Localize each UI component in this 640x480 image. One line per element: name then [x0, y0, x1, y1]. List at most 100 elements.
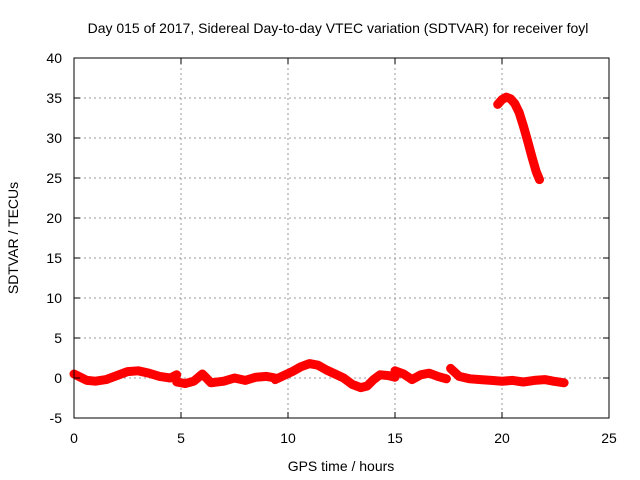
data-point [288, 367, 297, 376]
data-point [356, 383, 365, 392]
data-point [506, 94, 515, 103]
series-markers-1 [172, 370, 280, 388]
data-point [112, 371, 121, 380]
data-point [519, 122, 528, 130]
data-point [425, 369, 434, 378]
series-markers-4 [446, 364, 569, 387]
data-point [82, 376, 91, 385]
data-point [134, 366, 143, 375]
data-point [172, 378, 181, 386]
x-tick-label: 5 [177, 430, 185, 446]
data-point [305, 359, 314, 368]
data-point [91, 377, 100, 386]
data-point [510, 99, 519, 108]
series-markers-0 [70, 366, 181, 386]
data-point [279, 371, 288, 380]
data-point [172, 370, 181, 379]
data-point [206, 378, 215, 387]
y-tick-label: 15 [46, 250, 62, 266]
data-point [322, 366, 331, 374]
data-point [251, 373, 260, 382]
data-point [530, 376, 539, 385]
y-tick-label: 30 [46, 130, 62, 146]
x-tick-label: 15 [387, 430, 403, 446]
data-point [166, 374, 175, 382]
y-tick-label: 40 [46, 50, 62, 66]
data-point [230, 374, 239, 382]
data-point [408, 375, 417, 384]
y-tick-label: 25 [46, 170, 62, 186]
series-markers-3 [391, 366, 451, 384]
data-point [102, 375, 111, 384]
x-tick-label: 25 [601, 430, 617, 446]
data-point [399, 370, 408, 378]
data-point [369, 375, 378, 384]
series-markers-2 [271, 359, 399, 392]
y-tick-label: 20 [46, 210, 62, 226]
data-point [540, 375, 549, 384]
data-point [76, 373, 85, 382]
data-point [527, 153, 536, 162]
data-point [532, 167, 541, 176]
data-point [519, 378, 528, 386]
data-point [416, 370, 425, 379]
x-axis-label: GPS time / hours [288, 458, 395, 474]
data-point [198, 370, 207, 378]
data-point [219, 377, 228, 386]
data-point [241, 376, 250, 385]
data-point [348, 380, 357, 389]
y-axis: -5 0 5 10 15 20 25 30 35 40 [46, 50, 609, 426]
grid-lines [74, 58, 609, 418]
data-point [144, 369, 153, 378]
x-tick-label: 20 [494, 430, 510, 446]
data-point [549, 377, 558, 386]
data-point [493, 100, 502, 109]
data-point [363, 382, 372, 390]
data-point [455, 372, 464, 381]
data-point [487, 376, 496, 385]
series-layer [69, 92, 569, 393]
data-point [476, 375, 485, 384]
data-point [502, 93, 511, 102]
y-tick-label: 5 [54, 330, 62, 346]
data-point [313, 361, 322, 370]
data-point [331, 370, 340, 378]
data-point [271, 375, 280, 384]
x-axis: 0 5 10 15 20 25 [70, 58, 617, 446]
data-point [296, 362, 305, 371]
series-band-1 [172, 369, 280, 389]
data-point [446, 364, 455, 373]
data-point [508, 376, 517, 385]
data-point [465, 374, 474, 383]
series-markers-5 [493, 93, 544, 184]
data-point [376, 370, 385, 379]
y-tick-label: 35 [46, 90, 62, 106]
data-point [391, 366, 399, 375]
data-point [384, 371, 393, 380]
series-band-2 [270, 359, 400, 393]
plot-frame [73, 57, 610, 419]
data-point [339, 374, 348, 382]
series-band-4 [446, 363, 569, 388]
y-tick-label: 10 [46, 290, 62, 306]
data-point [498, 95, 506, 104]
y-axis-label: SDTVAR / TECUs [5, 182, 21, 294]
data-point [189, 377, 198, 386]
data-point [433, 372, 442, 381]
y-tick-label: -5 [50, 410, 63, 426]
data-point [123, 367, 132, 376]
data-point [442, 374, 451, 383]
data-point [560, 378, 569, 387]
data-point [535, 175, 544, 184]
data-point [515, 108, 524, 117]
chart-title: Day 015 of 2017, Sidereal Day-to-day VTE… [88, 20, 589, 36]
y-tick-label: 0 [54, 370, 62, 386]
data-point [523, 137, 532, 146]
data-point [181, 379, 190, 388]
data-point [498, 377, 506, 386]
x-tick-label: 0 [70, 430, 78, 446]
data-point [155, 372, 164, 381]
data-point [262, 372, 271, 381]
x-tick-label: 10 [280, 430, 296, 446]
